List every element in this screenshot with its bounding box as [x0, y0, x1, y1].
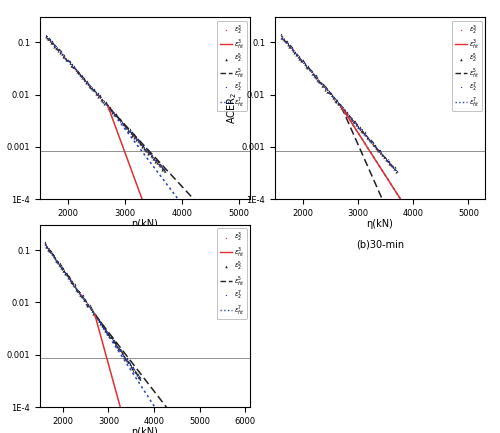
Text: (b)30-min: (b)30-min [356, 239, 404, 249]
X-axis label: η(kN): η(kN) [132, 219, 158, 229]
X-axis label: η(kN): η(kN) [132, 427, 158, 433]
X-axis label: η(kN): η(kN) [366, 219, 394, 229]
Legend: $\varepsilon_2^3$, $\varepsilon_{fit}^3$, $\varepsilon_2^5$, $\varepsilon_{fit}^: $\varepsilon_2^3$, $\varepsilon_{fit}^3$… [217, 21, 246, 111]
Legend: $\varepsilon_2^3$, $\varepsilon_{fit}^3$, $\varepsilon_2^5$, $\varepsilon_{fit}^: $\varepsilon_2^3$, $\varepsilon_{fit}^3$… [452, 21, 482, 111]
Y-axis label: ACER$_2$: ACER$_2$ [225, 92, 239, 124]
Y-axis label: ACER$_2$: ACER$_2$ [0, 300, 4, 332]
Legend: $\varepsilon_2^3$, $\varepsilon_{fit}^3$, $\varepsilon_2^5$, $\varepsilon_{fit}^: $\varepsilon_2^3$, $\varepsilon_{fit}^3$… [217, 229, 246, 319]
Y-axis label: ACER$_2$: ACER$_2$ [0, 92, 4, 124]
Text: (a)1-hr: (a)1-hr [128, 239, 162, 249]
